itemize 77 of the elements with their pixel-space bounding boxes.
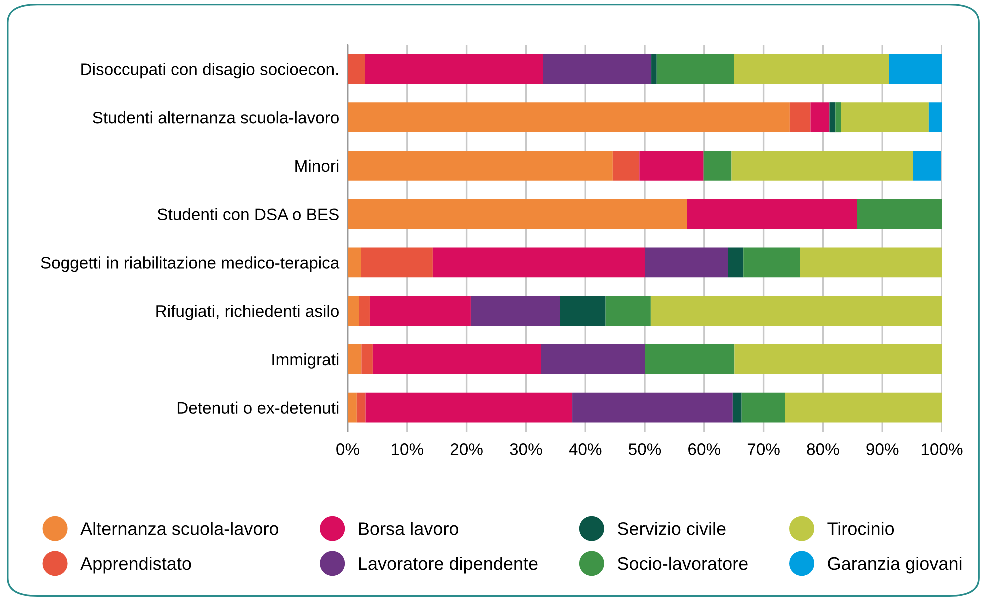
- legend-label: Alternanza scuola-lavoro: [80, 522, 279, 536]
- x-tick-label: 50%: [628, 444, 662, 456]
- bar: [785, 392, 942, 423]
- bar: [372, 344, 542, 374]
- legend-label: Lavoratore dipendente: [359, 556, 538, 574]
- y-tick-label: Soggetti in riabilitazione medico-terapica: [41, 256, 340, 272]
- bar: [606, 296, 651, 326]
- bar: [432, 248, 645, 278]
- bar: [348, 150, 613, 181]
- x-tick-label: 60%: [688, 444, 720, 456]
- bar: [645, 344, 735, 374]
- bar: [640, 150, 704, 181]
- x-tick-label: 10%: [392, 444, 424, 456]
- y-tick-label: Minori: [296, 160, 339, 172]
- bar: [810, 102, 830, 133]
- bar: [836, 102, 842, 133]
- bar: [362, 344, 373, 374]
- x-tick-label: 20%: [450, 444, 483, 456]
- bar: [889, 54, 942, 84]
- bar: [734, 344, 942, 374]
- bar: [928, 102, 942, 133]
- y-tick-label: Rifugiati, richiedenti asilo: [156, 305, 339, 321]
- x-tick-label: 90%: [866, 444, 899, 456]
- bar: [356, 392, 366, 423]
- bar: [348, 248, 362, 278]
- y-tick-label: Disoccupati con disagio socioecon.: [82, 63, 338, 79]
- bar: [361, 248, 433, 278]
- bar: [742, 392, 786, 423]
- x-tick-label: 40%: [569, 444, 602, 456]
- bar: [687, 199, 858, 230]
- bar: [359, 296, 370, 326]
- legend-label: Borsa lavoro: [359, 522, 458, 536]
- bar: [790, 102, 811, 133]
- bar: [645, 248, 728, 278]
- legend-label: Apprendistato: [80, 556, 192, 574]
- bar: [560, 296, 606, 326]
- x-tick-label: 0%: [336, 444, 360, 456]
- bar: [470, 296, 560, 326]
- bar: [348, 54, 366, 84]
- y-tick-label: Detenuti o ex-detenuti: [178, 402, 339, 414]
- legend-label: Garanzia giovani: [828, 556, 962, 574]
- bar: [348, 102, 790, 133]
- bar: [857, 199, 942, 230]
- bar: [734, 54, 890, 84]
- y-tick-label: Immigrati: [272, 353, 339, 369]
- legend-label: Socio-lavoratore: [618, 556, 748, 570]
- bar: [841, 102, 929, 133]
- legend-label: Tirocinio: [828, 522, 894, 536]
- bar: [913, 150, 942, 181]
- bar: [612, 150, 640, 181]
- bar: [728, 248, 744, 278]
- bar: [370, 296, 471, 326]
- x-tick-label: 100%: [922, 444, 963, 456]
- bar: [348, 296, 360, 326]
- bar: [830, 102, 836, 133]
- bar: [732, 150, 914, 181]
- bar: [572, 392, 733, 423]
- bar: [704, 150, 732, 181]
- bar: [348, 199, 688, 230]
- y-tick-label: Studenti alternanza scuola-lavoro: [93, 112, 339, 124]
- bar: [652, 54, 657, 84]
- bar: [800, 248, 942, 278]
- y-tick-label: Studenti con DSA o BES: [158, 208, 339, 221]
- bar: [650, 296, 942, 326]
- bar: [365, 54, 544, 84]
- bar: [348, 392, 357, 423]
- x-tick-label: 70%: [748, 444, 780, 456]
- bar: [366, 392, 573, 423]
- legend-label: Servizio civile: [618, 522, 726, 536]
- bar: [541, 344, 645, 374]
- bar: [744, 248, 800, 278]
- x-tick-label: 30%: [510, 444, 542, 456]
- bar: [656, 54, 734, 84]
- bar: [543, 54, 652, 84]
- bar: [348, 344, 362, 374]
- x-tick-label: 80%: [807, 444, 840, 456]
- bar: [732, 392, 742, 423]
